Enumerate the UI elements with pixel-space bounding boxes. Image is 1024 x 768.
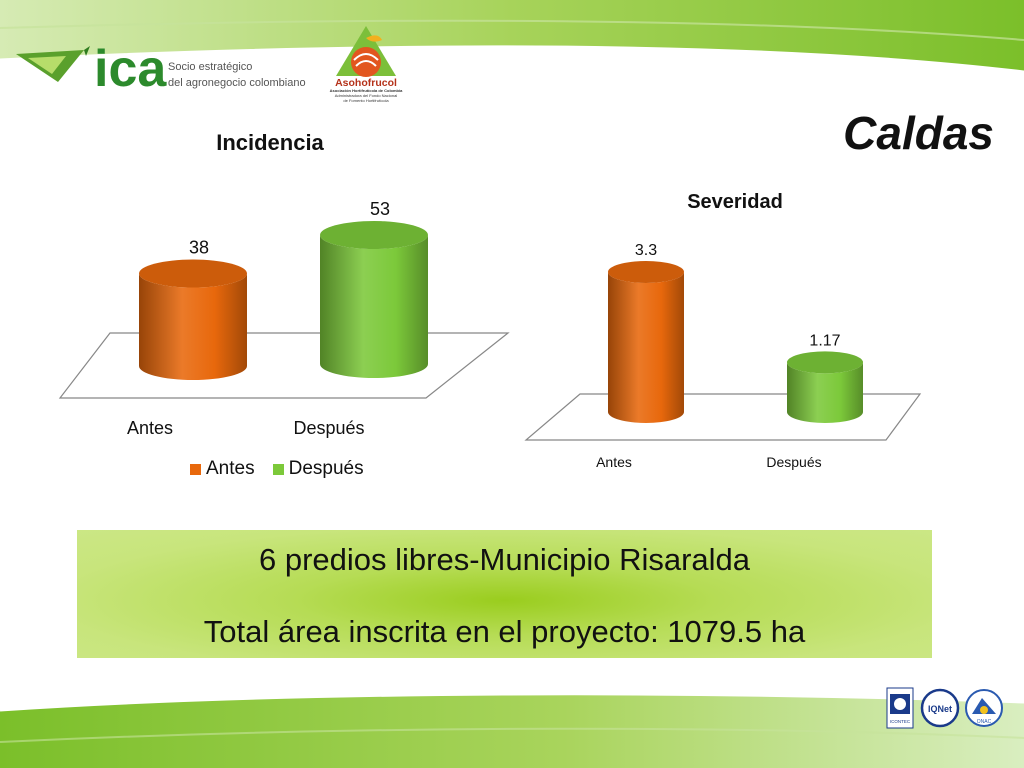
incidencia-bar-antes bbox=[139, 273, 247, 380]
incidencia-value-label-antes: 38 bbox=[189, 238, 209, 258]
incidencia-bar-top-antes bbox=[139, 259, 247, 288]
severidad-bar-despues bbox=[787, 362, 863, 423]
svg-text:Asociación Hortifrutícola de C: Asociación Hortifrutícola de Colombia bbox=[330, 88, 403, 93]
asohofrucol-logo: Asohofrucol Asociación Hortifrutícola de… bbox=[330, 26, 403, 103]
icontec-logo: ICONTEC bbox=[886, 687, 914, 729]
svg-text:de Fomento Hortifrutícola: de Fomento Hortifrutícola bbox=[343, 98, 389, 103]
severidad-chart-title: Severidad bbox=[687, 191, 783, 213]
ica-logo: ica Socio estratégico del agronegocio co… bbox=[16, 40, 306, 98]
svg-text:IQNet: IQNet bbox=[928, 704, 952, 714]
severidad-category-label: Después bbox=[766, 454, 821, 470]
certification-logos: ICONTEC IQNet ONAC bbox=[886, 687, 1003, 729]
severidad-chart: 3.3 1.17 Antes Después bbox=[524, 242, 922, 470]
incidencia-chart-title: Incidencia bbox=[216, 130, 324, 155]
severidad-bar-top-antes bbox=[608, 261, 684, 283]
footer-band bbox=[0, 692, 1024, 768]
svg-text:ONAC: ONAC bbox=[977, 719, 992, 725]
info-line-predios: 6 predios libres-Municipio Risaralda bbox=[258, 542, 751, 577]
iqnet-logo: IQNet bbox=[920, 688, 960, 728]
svg-text:Administradora del Fondo Nacio: Administradora del Fondo Nacional bbox=[335, 93, 398, 98]
asohofrucol-name: Asohofrucol bbox=[335, 77, 397, 89]
incidencia-value-label-despues: 53 bbox=[370, 199, 390, 219]
legend-label-antes: Antes bbox=[206, 458, 255, 479]
info-line-area: Total área inscrita en el proyecto: 1079… bbox=[203, 614, 806, 649]
legend-item-antes: Antes bbox=[190, 458, 255, 480]
incidencia-chart: 38 53 Antes Después bbox=[58, 199, 510, 438]
severidad-value-label-despues: 1.17 bbox=[809, 332, 840, 349]
incidencia-legend: Antes Después bbox=[190, 458, 364, 480]
info-box: 6 predios libres-Municipio Risaralda Tot… bbox=[77, 530, 932, 658]
severidad-value-label-antes: 3.3 bbox=[635, 242, 657, 259]
legend-swatch-antes bbox=[190, 463, 201, 475]
ica-logo-text: ica bbox=[94, 40, 167, 98]
severidad-category-label: Antes bbox=[596, 454, 632, 470]
svg-text:ICONTEC: ICONTEC bbox=[890, 719, 911, 724]
page-title: Caldas bbox=[843, 107, 994, 159]
severidad-bar-top-despues bbox=[787, 351, 863, 374]
legend-item-despues: Después bbox=[272, 458, 364, 480]
incidencia-category-label: Antes bbox=[127, 418, 173, 438]
legend-label-despues: Después bbox=[288, 458, 364, 479]
incidencia-category-label: Después bbox=[293, 418, 364, 438]
header-band bbox=[0, 0, 1024, 74]
ica-tagline-1: Socio estratégico bbox=[168, 61, 252, 73]
onac-logo: ONAC bbox=[965, 689, 1003, 727]
incidencia-bar-despues bbox=[320, 235, 428, 378]
legend-swatch-despues bbox=[272, 463, 284, 475]
ica-tagline-2: del agronegocio colombiano bbox=[168, 77, 306, 89]
severidad-bar-antes bbox=[608, 272, 684, 423]
incidencia-bar-top-despues bbox=[320, 221, 428, 249]
incidencia-floor bbox=[58, 332, 510, 399]
